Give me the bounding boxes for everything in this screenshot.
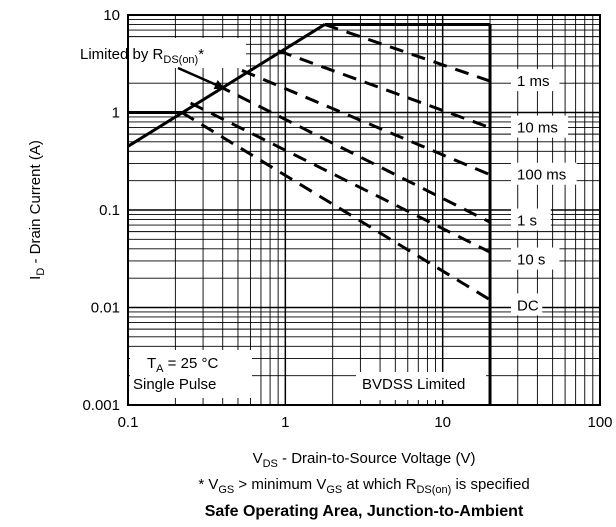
series-line [277, 49, 491, 130]
curve-label: 10 ms [517, 120, 558, 137]
label-mask-ta [130, 350, 252, 398]
bvdss-limited-label: BVDSS Limited [362, 376, 465, 393]
series-line [189, 101, 491, 254]
x-tick-label: 100 [587, 414, 612, 431]
chart-lines [127, 22, 492, 405]
rds-arrow-head [213, 79, 225, 90]
series-line [324, 23, 491, 83]
label-mask-rds [76, 38, 246, 68]
curve-label: DC [517, 297, 539, 314]
x-axis-label: VDS - Drain-to-Source Voltage (V) [253, 450, 476, 470]
curve-label: 10 s [517, 252, 545, 269]
series-line [181, 111, 491, 302]
y-tick-label: 0.001 [82, 397, 120, 414]
y-tick-label: 1 [112, 105, 120, 122]
x-tick-label: 10 [434, 414, 451, 431]
temperature-label: TA = 25 °C [147, 355, 218, 375]
label-mask-curve [511, 208, 551, 231]
curve-label: 1 s [517, 213, 537, 230]
y-axis-label: ID - Drain Current (A) [27, 140, 47, 280]
label-mask-curve [511, 162, 577, 185]
x-tick-label: 0.1 [118, 414, 139, 431]
plot-frame [127, 14, 601, 406]
label-mask-curve [511, 293, 543, 316]
curve-label: 1 ms [517, 73, 550, 90]
footnote: * VGS > minimum VGS at which RDS(on) is … [198, 476, 529, 496]
chart-title: Safe Operating Area, Junction-to-Ambient [205, 503, 524, 520]
series-line [216, 83, 491, 224]
label-mask-curve [511, 69, 560, 92]
x-tick-label: 1 [281, 414, 289, 431]
grid-lines [76, 15, 600, 405]
label-mask-curve [511, 247, 560, 270]
label-mask-bvdss [356, 372, 486, 400]
rds-on-limit-line [127, 23, 326, 148]
y-tick-label: 0.01 [91, 300, 120, 317]
rds-limit-label: Limited by RDS(on)* [80, 46, 204, 66]
y-tick-label: 10 [103, 7, 120, 24]
curve-label: 100 ms [517, 167, 566, 184]
y-tick-label: 0.1 [99, 202, 120, 219]
label-mask-curve [511, 115, 569, 138]
single-pulse-label: Single Pulse [133, 376, 216, 393]
